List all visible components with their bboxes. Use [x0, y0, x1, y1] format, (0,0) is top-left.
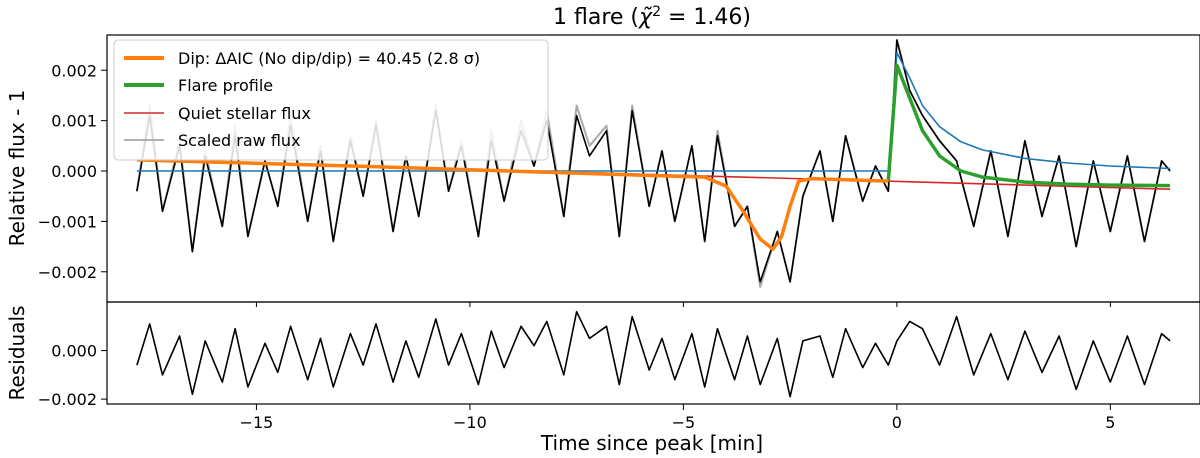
legend: Dip: ΔAIC (No dip/dip) = 40.45 (2.8 σ) F… [113, 39, 549, 161]
series-flare-profile [886, 63, 1171, 188]
top-panel: −0.002 −0.001 0.000 0.001 0.002 Relative flu… [5, 34, 1200, 303]
chart-title: 1 flare (χ̃2 = 1.46) [553, 4, 751, 30]
series-residuals [136, 310, 1171, 398]
legend-frame [113, 39, 549, 161]
series-relative-flux [136, 39, 1171, 283]
top-y-tick-label: −0.001 [38, 212, 97, 231]
top-y-tick-label: 0.002 [51, 61, 97, 80]
bottom-panel-frame [106, 301, 1200, 405]
legend-label-flare: Flare profile [178, 76, 273, 95]
legend-label-dip: Dip: ΔAIC (No dip/dip) = 40.45 (2.8 σ) [178, 49, 480, 68]
top-y-tick-label: 0.001 [51, 112, 97, 131]
bottom-y-tick-label: −0.002 [38, 390, 97, 409]
bottom-panel: −0.002 0.000 Residuals [5, 301, 1200, 409]
legend-label-quiet: Quiet stellar flux [178, 104, 311, 123]
x-tick-label: 0 [892, 413, 902, 432]
top-y-axis-label: Relative flux - 1 [5, 90, 29, 247]
series-dip [136, 158, 889, 251]
x-axis-label: Time since peak [min] [540, 431, 763, 455]
top-y-tick-label: −0.002 [38, 263, 97, 282]
bottom-y-axis-label: Residuals [5, 306, 29, 401]
legend-label-raw: Scaled raw flux [178, 131, 301, 150]
top-y-tick-label: 0.000 [51, 162, 97, 181]
x-tick-label: 5 [1105, 413, 1115, 432]
x-tick-label: −15 [240, 413, 274, 432]
x-tick-label: −10 [453, 413, 487, 432]
x-tick-label: −5 [672, 413, 696, 432]
bottom-y-tick-label: 0.000 [51, 342, 97, 361]
